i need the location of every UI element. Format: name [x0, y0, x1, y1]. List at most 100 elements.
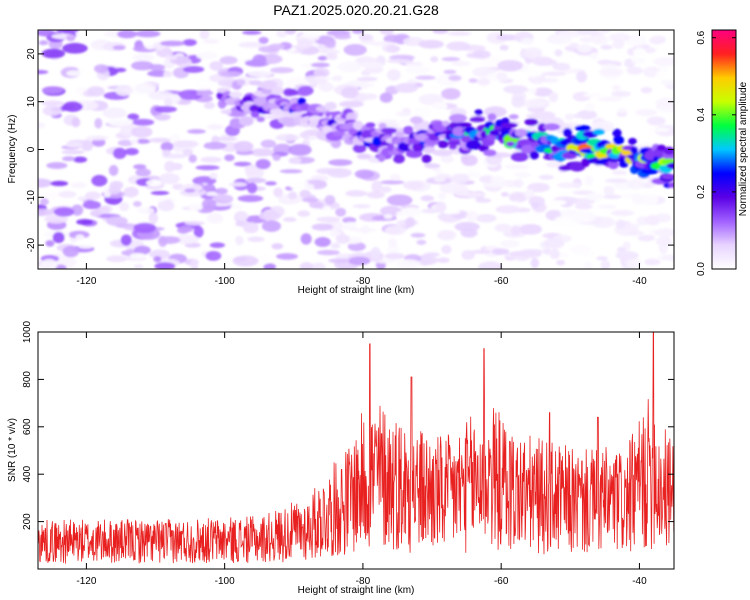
heatmap-cell [344, 221, 358, 227]
heatmap-ridge-cell [505, 141, 516, 147]
heatmap-cell [159, 173, 180, 185]
heatmap-cell [350, 227, 377, 233]
heatmap-cell [553, 215, 576, 226]
heatmap-cell [314, 237, 331, 247]
heatmap-cell [252, 54, 267, 66]
heatmap-cell [441, 88, 461, 100]
x-tick-label: -120 [76, 576, 96, 587]
heatmap-cell [447, 31, 472, 36]
heatmap-cell [591, 35, 609, 45]
heatmap-cell [335, 234, 350, 244]
heatmap-cell [184, 221, 206, 226]
heatmap-cell [193, 226, 204, 238]
heatmap-cell [89, 209, 102, 217]
heatmap-ridge-cell [483, 149, 497, 157]
heatmap-cell [597, 96, 623, 102]
heatmap-cell [127, 113, 140, 120]
heatmap-cell [154, 262, 176, 269]
heatmap-cell [112, 45, 126, 51]
y-tick-label: 10 [26, 96, 37, 108]
heatmap-cell [451, 173, 470, 184]
heatmap-cell [446, 41, 471, 51]
heatmap-cell [327, 167, 352, 178]
heatmap-cell [52, 231, 65, 244]
heatmap-cell [65, 34, 76, 42]
heatmap-cell [530, 257, 540, 269]
heatmap-ridge-cell [260, 88, 274, 95]
heatmap-cell [513, 178, 524, 188]
heatmap-cell [504, 164, 530, 170]
heatmap-cell [660, 79, 674, 86]
heatmap-cell [465, 169, 482, 179]
heatmap-cell [415, 75, 436, 80]
heatmap-cell [165, 54, 178, 61]
heatmap-cell [331, 75, 343, 82]
heatmap-cell [133, 222, 157, 234]
heatmap-cell [148, 212, 158, 225]
heatmap-cell [626, 66, 644, 75]
heatmap-ridge-cell [236, 79, 246, 86]
heatmap-ridge-cell [378, 122, 387, 129]
heatmap-cell [532, 56, 554, 66]
heatmap-cell [581, 236, 604, 246]
heatmap-cell [347, 241, 366, 252]
spectrogram-x-ticks: -120 -100 -80 -60 -40 [76, 30, 647, 287]
heatmap-cell [401, 206, 422, 217]
heatmap-cell [203, 141, 227, 150]
heatmap-cell [209, 172, 218, 180]
heatmap-cell [38, 69, 49, 75]
heatmap-cell [549, 248, 560, 260]
heatmap-cell [323, 37, 336, 48]
heatmap-cell [300, 32, 322, 38]
heatmap-cell [337, 61, 362, 73]
heatmap-ridge-cell [508, 114, 519, 120]
y-tick-label: -20 [26, 237, 37, 252]
heatmap-cell [543, 238, 565, 249]
heatmap-cell [574, 203, 593, 210]
heatmap-cell [246, 182, 258, 194]
heatmap-cell [233, 161, 252, 167]
heatmap-cell [602, 194, 622, 199]
heatmap-cell [41, 100, 65, 107]
heatmap-cell [160, 141, 174, 152]
heatmap-ridge-cell [356, 153, 372, 160]
heatmap-cell [380, 186, 392, 193]
heatmap-cell [453, 184, 469, 196]
heatmap-cell [55, 264, 67, 269]
heatmap-cell [658, 241, 668, 254]
heatmap-cell [352, 204, 371, 209]
heatmap-cell [265, 181, 277, 186]
heatmap-ridge-cell [395, 131, 405, 138]
heatmap-ridge-cell [271, 86, 285, 95]
heatmap-cell [521, 37, 534, 46]
heatmap-cell [62, 245, 79, 258]
heatmap-cell [201, 198, 217, 211]
spectrogram-y-ticks: -20 -10 0 10 20 [26, 48, 674, 252]
heatmap-cell [71, 204, 84, 216]
heatmap-cell [326, 52, 338, 61]
heatmap-cell [611, 209, 635, 216]
heatmap-cell [249, 148, 275, 157]
heatmap-cell [432, 167, 442, 173]
heatmap-cell [592, 120, 615, 132]
heatmap-cell [209, 61, 224, 71]
heatmap-cell [134, 30, 161, 38]
heatmap-cell [132, 118, 155, 126]
heatmap-cell [195, 165, 220, 171]
heatmap-cell [538, 174, 554, 180]
heatmap-ridge-cell [269, 108, 285, 115]
heatmap-cell [556, 259, 566, 266]
heatmap-cell [438, 230, 455, 240]
heatmap-cell [431, 102, 448, 111]
heatmap-cell [418, 39, 444, 49]
heatmap-cell [612, 84, 621, 92]
heatmap-cell [597, 59, 613, 65]
y-tick-label: 600 [22, 418, 33, 435]
heatmap-cell [494, 223, 512, 233]
heatmap-cell [387, 58, 412, 64]
x-tick-label: -120 [76, 276, 96, 287]
heatmap-cell [129, 138, 139, 145]
heatmap-cell [503, 85, 528, 94]
heatmap-cell [430, 56, 439, 63]
heatmap-cell [108, 164, 119, 176]
